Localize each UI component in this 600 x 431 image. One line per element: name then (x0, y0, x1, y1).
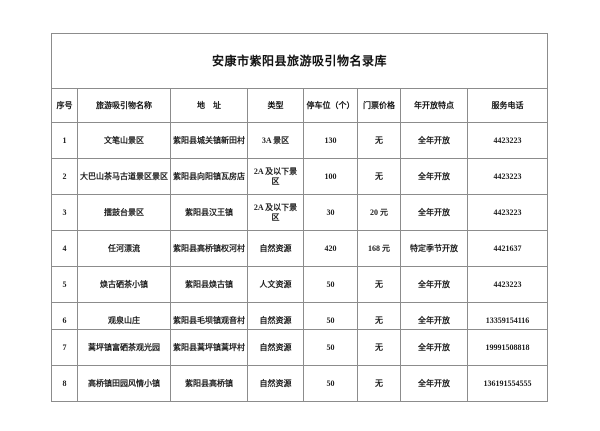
table-cell: 全年开放 (400, 158, 468, 195)
table-cell: 50 (303, 365, 358, 402)
table-cell: 168 元 (357, 230, 401, 267)
table-cell: 136191554555 (467, 365, 548, 402)
table-cell: 全年开放 (400, 365, 468, 402)
table-cell: 无 (357, 122, 401, 159)
table-cell: 全年开放 (400, 122, 468, 159)
table-cell: 紫阳县向阳镇瓦房店 (170, 158, 248, 195)
table-cell: 2 (51, 158, 78, 195)
table-cell: 无 (357, 365, 401, 402)
table-cell: 擂鼓台景区 (77, 194, 171, 231)
table-cell: 50 (303, 329, 358, 366)
table-cell: 4 (51, 230, 78, 267)
table-row: 1 文笔山景区 紫阳县城关镇新田村 3A 景区 130 无全年开放 4423223 (51, 122, 549, 159)
table-cell: 2A 及以下景区 (247, 158, 304, 195)
table-cell: 130 (303, 122, 358, 159)
table-cell: 19991508818 (467, 329, 548, 366)
title-row: 安康市紫阳县旅游吸引物名录库 (50, 33, 549, 89)
table-row: 2 大巴山茶马古道景区景区 紫阳县向阳镇瓦房店 2A 及以下景区 100 无全年开放 442… (51, 158, 549, 195)
table-body-second-block: 7 蒿坪镇富硒茶观光园 紫阳县蒿坪镇蒿坪村 自然资源 50 无全年开放 1999150881… (51, 329, 548, 402)
header-cell: 年开放特点 (400, 88, 468, 123)
table-row: 3 擂鼓台景区 紫阳县汉王镇 2A 及以下景区 30 20 元全年开放 4423223 (51, 194, 549, 231)
table-cell: 全年开放 (400, 266, 468, 303)
table-cell: 紫阳县蒿坪镇蒿坪村 (170, 329, 248, 366)
header-cell: 类型 (247, 88, 304, 123)
table-row: 8 高桥镇田园风情小镇 紫阳县高桥镇 自然资源 50 无全年开放 136191554555 (51, 365, 548, 402)
table-cell: 自然资源 (247, 230, 304, 267)
attractions-table-continued: 7 蒿坪镇富硒茶观光园 紫阳县蒿坪镇蒿坪村 自然资源 50 无全年开放 1999150881… (51, 329, 548, 402)
table-cell: 100 (303, 158, 358, 195)
header-cell: 旅游吸引物名称 (77, 88, 171, 123)
header-cell: 停车位（个） (303, 88, 358, 123)
table-cell: 20 元 (357, 194, 401, 231)
page-title: 安康市紫阳县旅游吸引物名录库 (50, 33, 549, 89)
table-cell: 紫阳县高桥镇权河村 (170, 230, 248, 267)
table-header-row: 序号 旅游吸引物名称地 址类型 停车位（个） 门票价格 年开放特点 服务电话 (51, 88, 549, 123)
table-cell: 3A 景区 (247, 122, 304, 159)
table-cell: 4421637 (466, 230, 549, 267)
table-cell: 焕古硒茶小镇 (77, 266, 171, 303)
table-cell: 自然资源 (247, 365, 304, 402)
attractions-table-main: 安康市紫阳县旅游吸引物名录库 序号 旅游吸引物名称地 址类型 停车位（个） 门票价格年… (50, 33, 549, 339)
header-cell: 门票价格 (357, 88, 401, 123)
table-cell: 无 (357, 329, 401, 366)
table-cell: 文笔山景区 (77, 122, 171, 159)
table-cell: 5 (51, 266, 78, 303)
table-row: 7 蒿坪镇富硒茶观光园 紫阳县蒿坪镇蒿坪村 自然资源 50 无全年开放 1999150881… (51, 329, 548, 366)
header-cell: 序号 (51, 88, 78, 123)
table-cell: 7 (51, 329, 78, 366)
table-body-first-block: 1 文笔山景区 紫阳县城关镇新田村 3A 景区 130 无全年开放 4423223 2 大巴山茶… (51, 122, 549, 339)
header-cell: 服务电话 (466, 88, 549, 123)
table-cell: 420 (303, 230, 358, 267)
table-cell: 紫阳县高桥镇 (170, 365, 248, 402)
table-cell: 高桥镇田园风情小镇 (77, 365, 171, 402)
table-cell: 4423223 (466, 122, 549, 159)
header-cell: 地 址 (170, 88, 248, 123)
table-cell: 全年开放 (400, 194, 468, 231)
table-cell: 2A 及以下景区 (247, 194, 304, 231)
table-cell: 自然资源 (247, 329, 304, 366)
table-cell: 紫阳县焕古镇 (170, 266, 248, 303)
table-cell: 4423223 (466, 266, 549, 303)
table-cell: 任河漂流 (77, 230, 171, 267)
table-cell: 大巴山茶马古道景区景区 (77, 158, 171, 195)
table-row: 5 焕古硒茶小镇 紫阳县焕古镇 人文资源 50 无全年开放 4423223 (51, 266, 549, 303)
table-cell: 无 (357, 158, 401, 195)
table-row: 4 任河漂流 紫阳县高桥镇权河村 自然资源 420 168 元特定季节开放 4421637 (51, 230, 549, 267)
table-cell: 4423223 (466, 194, 549, 231)
table-cell: 8 (51, 365, 78, 402)
table-cell: 4423223 (466, 158, 549, 195)
table-cell: 紫阳县城关镇新田村 (170, 122, 248, 159)
table-cell: 1 (51, 122, 78, 159)
table-cell: 50 (303, 266, 358, 303)
table-cell: 全年开放 (400, 329, 468, 366)
table-cell: 人文资源 (247, 266, 304, 303)
table-cell: 无 (357, 266, 401, 303)
table-cell: 紫阳县汉王镇 (170, 194, 248, 231)
table-cell: 3 (51, 194, 78, 231)
table-cell: 蒿坪镇富硒茶观光园 (77, 329, 171, 366)
table-cell: 特定季节开放 (400, 230, 468, 267)
table-cell: 30 (303, 194, 358, 231)
